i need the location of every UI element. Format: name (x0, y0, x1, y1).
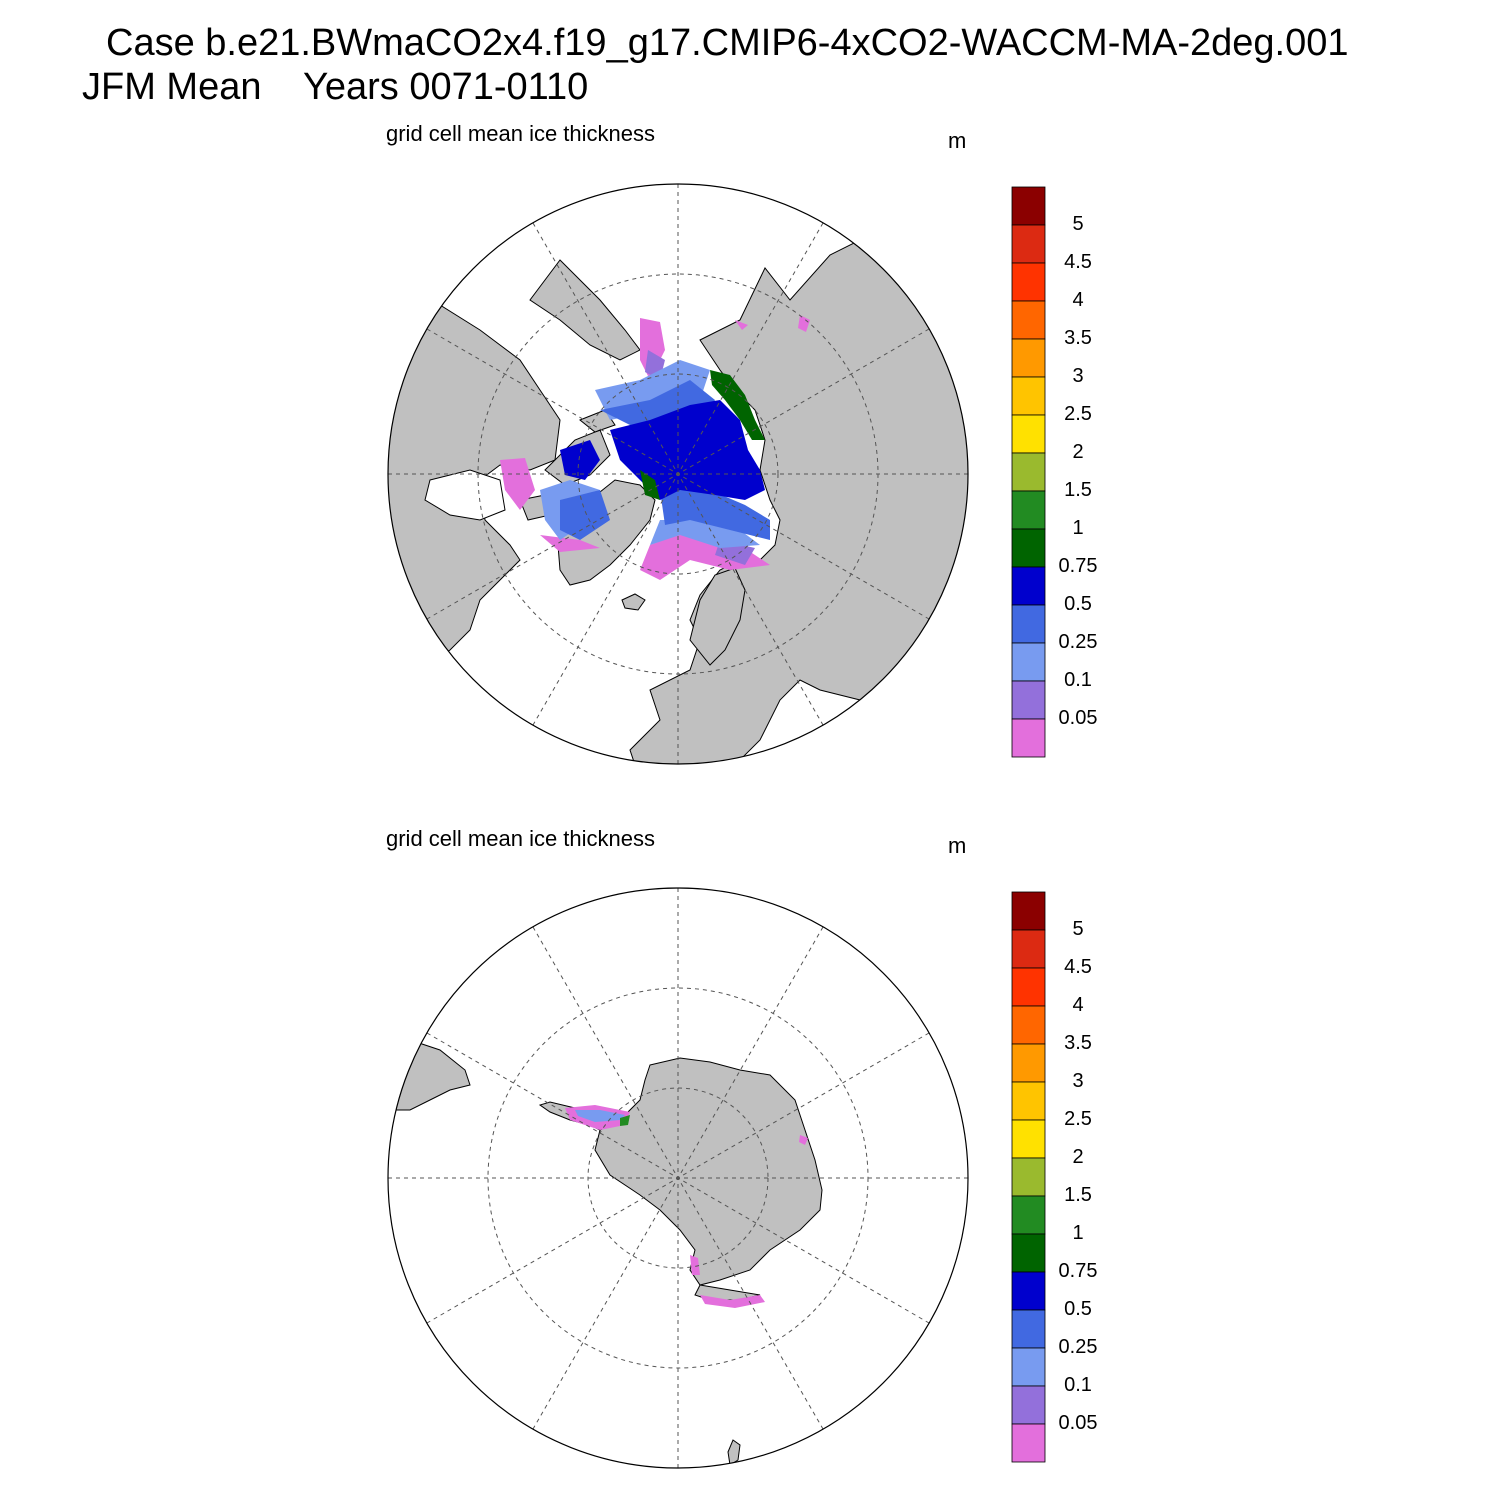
colorbar-label: 4.5 (1064, 251, 1092, 273)
colorbar-label: 3 (1072, 1070, 1084, 1092)
ice-0.75-core (560, 400, 765, 500)
colorbar-label: 0.75 (1058, 555, 1098, 577)
colorbar-swatch (1011, 566, 1046, 606)
south-colorbar (1011, 891, 1046, 1463)
colorbar-label: 2.5 (1064, 1108, 1092, 1130)
colorbar-swatch (1011, 1119, 1046, 1159)
colorbar-swatch (1011, 414, 1046, 454)
north-land (388, 239, 968, 764)
colorbar-label: 1 (1072, 517, 1084, 539)
colorbar-swatch (1011, 1233, 1046, 1273)
south-sea-ice (565, 1105, 808, 1308)
colorbar-label: 3.5 (1064, 327, 1092, 349)
north-panel-title: grid cell mean ice thickness (386, 121, 656, 146)
colorbar-swatch (1011, 929, 1046, 969)
colorbar-swatch (1011, 1157, 1046, 1197)
colorbar-swatch (1011, 1043, 1046, 1083)
ice-0.1-ring (645, 350, 755, 565)
scandinavia (689, 567, 746, 666)
colorbar-swatch (1011, 1081, 1046, 1121)
colorbar-swatch (1011, 1005, 1046, 1045)
colorbar-label: 5 (1072, 918, 1084, 940)
north-unit-label: m (948, 128, 967, 153)
north-sea-ice (500, 315, 810, 580)
colorbar-label: 0.25 (1058, 1336, 1098, 1358)
colorbar-swatch (1011, 452, 1046, 492)
colorbar-label: 2 (1072, 441, 1084, 463)
north-colorbar (1011, 186, 1046, 758)
south-panel-title: grid cell mean ice thickness (386, 826, 656, 851)
hudson-bay (424, 469, 506, 521)
colorbar-swatch (1011, 891, 1046, 931)
case-title: Case b.e21.BWmaCO2x4.f19_g17.CMIP6-4xCO2… (106, 22, 1349, 64)
ice-1.0-edge (640, 370, 765, 500)
colorbar-label: 0.1 (1064, 669, 1092, 691)
colorbar-label: 1 (1072, 1222, 1084, 1244)
colorbar-swatch (1011, 338, 1046, 378)
colorbar-swatch (1011, 490, 1046, 530)
colorbar-swatch (1011, 967, 1046, 1007)
colorbar-label: 0.05 (1058, 707, 1098, 729)
colorbar-swatch (1011, 1423, 1046, 1463)
colorbar-swatch (1011, 642, 1046, 682)
colorbar-label: 2 (1072, 1146, 1084, 1168)
north-map-border (387, 183, 969, 765)
south-polar-map (387, 887, 969, 1469)
colorbar-swatch (1011, 1195, 1046, 1235)
colorbar-label: 5 (1072, 213, 1084, 235)
colorbar-swatch (1011, 224, 1046, 264)
colorbar-swatch (1011, 1309, 1046, 1349)
ice-0.5-ring (560, 380, 770, 540)
colorbar-swatch (1011, 300, 1046, 340)
colorbar-label: 0.75 (1058, 1260, 1098, 1282)
colorbar-label: 2.5 (1064, 403, 1092, 425)
east-ice (799, 1135, 808, 1145)
antarctica (594, 1057, 823, 1286)
colorbar-label: 0.5 (1064, 593, 1092, 615)
alaska (529, 259, 641, 361)
colorbar-label: 3.5 (1064, 1032, 1092, 1054)
colorbar-swatch (1011, 1271, 1046, 1311)
colorbar-label: 1.5 (1064, 1184, 1092, 1206)
season-years-title: JFM Mean Years 0071-0110 (82, 66, 589, 108)
weddell-ice-thick (620, 1115, 630, 1126)
colorbar-label: 4 (1072, 289, 1084, 311)
colorbar-label: 0.05 (1058, 1412, 1098, 1434)
colorbar-label: 3 (1072, 365, 1084, 387)
south-unit-label: m (948, 833, 967, 858)
colorbar-label: 4.5 (1064, 956, 1092, 978)
colorbar-label: 0.25 (1058, 631, 1098, 653)
colorbar-swatch (1011, 528, 1046, 568)
ross-ice (690, 1255, 765, 1308)
colorbar-swatch (1011, 604, 1046, 644)
colorbar-swatch (1011, 1347, 1046, 1387)
colorbar-swatch (1011, 262, 1046, 302)
north-graticule (388, 184, 968, 764)
colorbar-swatch (1011, 680, 1046, 720)
colorbar-swatch (1011, 376, 1046, 416)
iceland (621, 593, 646, 611)
colorbar-swatch (1011, 1385, 1046, 1425)
colorbar-label: 0.1 (1064, 1374, 1092, 1396)
colorbar-label: 1.5 (1064, 479, 1092, 501)
colorbar-swatch (1011, 718, 1046, 758)
colorbar-label: 4 (1072, 994, 1084, 1016)
north-polar-map (387, 183, 969, 765)
south-graticule (388, 888, 968, 1468)
south-map-border (387, 887, 969, 1469)
colorbar-label: 0.5 (1064, 1298, 1092, 1320)
weddell-ice-core (575, 1110, 625, 1122)
colorbar-swatch (1011, 186, 1046, 226)
